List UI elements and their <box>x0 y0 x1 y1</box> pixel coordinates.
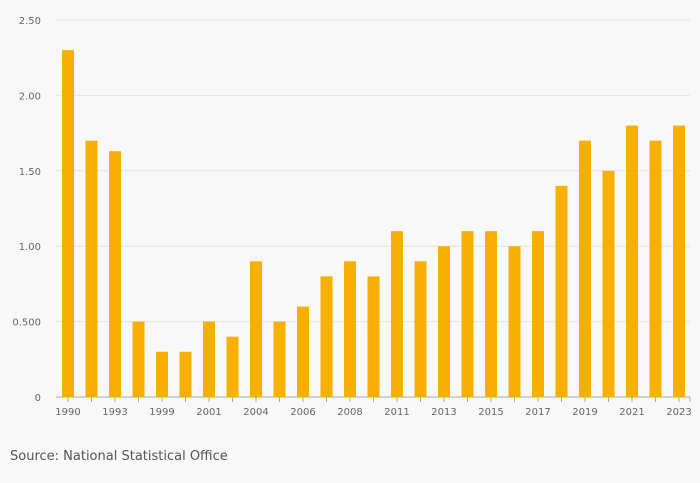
x-tick-label: 2015 <box>478 407 503 418</box>
y-tick-label: 2.50 <box>19 16 41 27</box>
bar <box>273 321 286 397</box>
y-tick-label: 2.00 <box>19 91 41 102</box>
bar <box>626 125 638 397</box>
bar-chart: 0 0.500 1.00 1.50 2.00 2.50 1990 1993 1999 2001 20… <box>12 16 691 418</box>
chart-area: 0 0.500 1.00 1.50 2.00 2.50 1990 1993 1999 2001 20… <box>12 16 691 418</box>
bar <box>344 261 356 397</box>
bar <box>132 321 145 397</box>
bar <box>414 261 427 397</box>
bar <box>320 276 333 397</box>
bar <box>179 351 192 397</box>
bar <box>62 50 74 397</box>
x-tick-label: 2021 <box>619 407 644 418</box>
bar <box>297 306 309 397</box>
bar <box>649 140 662 397</box>
bar <box>203 321 215 397</box>
x-tick-label: 2008 <box>337 407 362 418</box>
bar <box>485 231 497 397</box>
source-note: Source: National Statistical Office <box>10 449 228 464</box>
bar <box>156 351 168 397</box>
bar <box>85 140 98 397</box>
x-tick-label: 2013 <box>431 407 456 418</box>
y-tick-label: 1.50 <box>19 167 41 178</box>
bar <box>602 170 615 397</box>
bar <box>438 246 450 397</box>
y-tick-label: 0.500 <box>12 318 41 329</box>
x-tick-label: 2019 <box>572 407 597 418</box>
bar <box>226 336 239 397</box>
bar <box>391 231 403 397</box>
x-tick-label: 2011 <box>384 407 409 418</box>
y-tick-label: 1.00 <box>19 242 41 253</box>
bar <box>109 151 121 397</box>
bar <box>508 246 521 397</box>
bar <box>673 125 685 397</box>
x-tick-label: 2017 <box>525 407 550 418</box>
x-tick-label: 1990 <box>55 407 80 418</box>
bar <box>250 261 262 397</box>
y-tick-label: 0 <box>35 393 41 404</box>
x-tick-label: 2004 <box>243 407 268 418</box>
x-tick-label: 2023 <box>666 407 691 418</box>
bar <box>367 276 380 397</box>
bar <box>555 185 568 397</box>
x-tick-label: 2001 <box>196 407 221 418</box>
bar <box>532 231 544 397</box>
x-tick-label: 1999 <box>149 407 174 418</box>
bar <box>461 231 474 397</box>
x-tick-label: 2006 <box>290 407 315 418</box>
bar <box>579 140 591 397</box>
x-tick-label: 1993 <box>102 407 127 418</box>
